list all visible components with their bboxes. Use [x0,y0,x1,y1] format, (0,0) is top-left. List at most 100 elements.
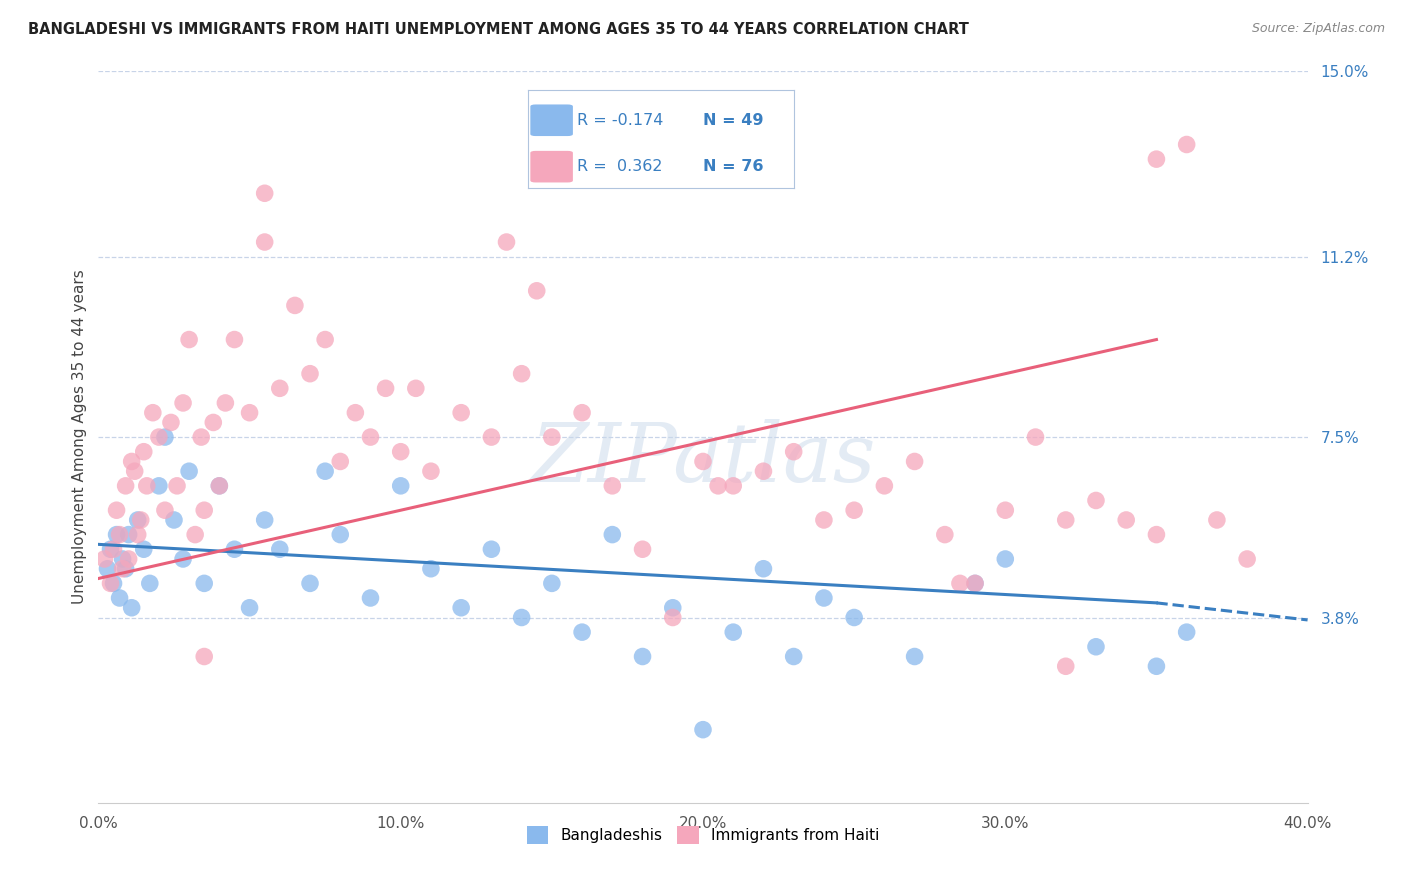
Y-axis label: Unemployment Among Ages 35 to 44 years: Unemployment Among Ages 35 to 44 years [72,269,87,605]
Point [752,562,775,576]
Point [450,600,472,615]
Point [420,562,443,576]
Text: ZIPatlas: ZIPatlas [530,419,876,499]
Point [389,444,412,458]
Point [284,298,307,312]
Point [965,576,987,591]
Point [526,284,548,298]
Point [481,430,503,444]
Point [1115,513,1137,527]
Point [269,542,291,557]
Point [661,610,683,624]
Point [994,552,1017,566]
Point [314,333,336,347]
Point [172,396,194,410]
Point [1024,430,1046,444]
Point [707,479,730,493]
Point [239,600,262,615]
Point [118,527,141,541]
Point [965,576,987,591]
Point [420,464,443,478]
Point [692,723,714,737]
Point [93,552,115,566]
Point [904,649,927,664]
Point [374,381,396,395]
Point [105,527,128,541]
Point [661,600,683,615]
Point [540,430,562,444]
Point [202,416,225,430]
Point [111,552,134,566]
Text: BANGLADESHI VS IMMIGRANTS FROM HAITI UNEMPLOYMENT AMONG AGES 35 TO 44 YEARS CORR: BANGLADESHI VS IMMIGRANTS FROM HAITI UNE… [28,22,969,37]
Point [139,576,162,591]
Point [1236,552,1258,566]
Point [118,552,141,566]
Point [127,513,149,527]
Point [127,527,149,541]
Point [100,542,122,557]
Point [723,479,745,493]
Point [1054,659,1077,673]
Point [752,464,775,478]
Point [193,576,215,591]
Point [1054,513,1077,527]
Point [111,562,134,576]
Point [723,625,745,640]
Point [481,542,503,557]
Point [540,576,562,591]
Point [124,464,146,478]
Point [121,600,143,615]
Point [904,454,927,468]
Point [108,527,131,541]
Point [360,430,382,444]
Point [329,454,352,468]
Point [148,430,170,444]
Point [160,416,183,430]
Point [208,479,231,493]
Point [1146,152,1168,166]
Point [253,186,276,201]
Point [571,625,593,640]
Point [602,527,624,541]
Point [193,649,215,664]
Point [495,235,517,249]
Point [1146,659,1168,673]
Point [510,610,533,624]
Point [142,406,165,420]
Point [631,649,654,664]
Point [344,406,367,420]
Point [813,591,835,605]
Point [405,381,427,395]
Point [360,591,382,605]
Point [163,513,186,527]
Point [103,576,125,591]
Point [389,479,412,493]
Point [1206,513,1229,527]
Point [510,367,533,381]
Point [299,367,322,381]
Point [224,333,246,347]
Point [114,479,136,493]
Point [269,381,291,395]
Point [153,430,176,444]
Point [148,479,170,493]
Text: Source: ZipAtlas.com: Source: ZipAtlas.com [1251,22,1385,36]
Point [450,406,472,420]
Point [153,503,176,517]
Point [96,562,118,576]
Point [844,610,866,624]
Point [184,527,207,541]
Point [121,454,143,468]
Point [179,333,201,347]
Point [1085,640,1108,654]
Point [299,576,322,591]
Point [783,649,806,664]
Point [224,542,246,557]
Point [1085,493,1108,508]
Point [994,503,1017,517]
Point [239,406,262,420]
Point [114,562,136,576]
Point [813,513,835,527]
Point [135,479,157,493]
Point [103,542,125,557]
